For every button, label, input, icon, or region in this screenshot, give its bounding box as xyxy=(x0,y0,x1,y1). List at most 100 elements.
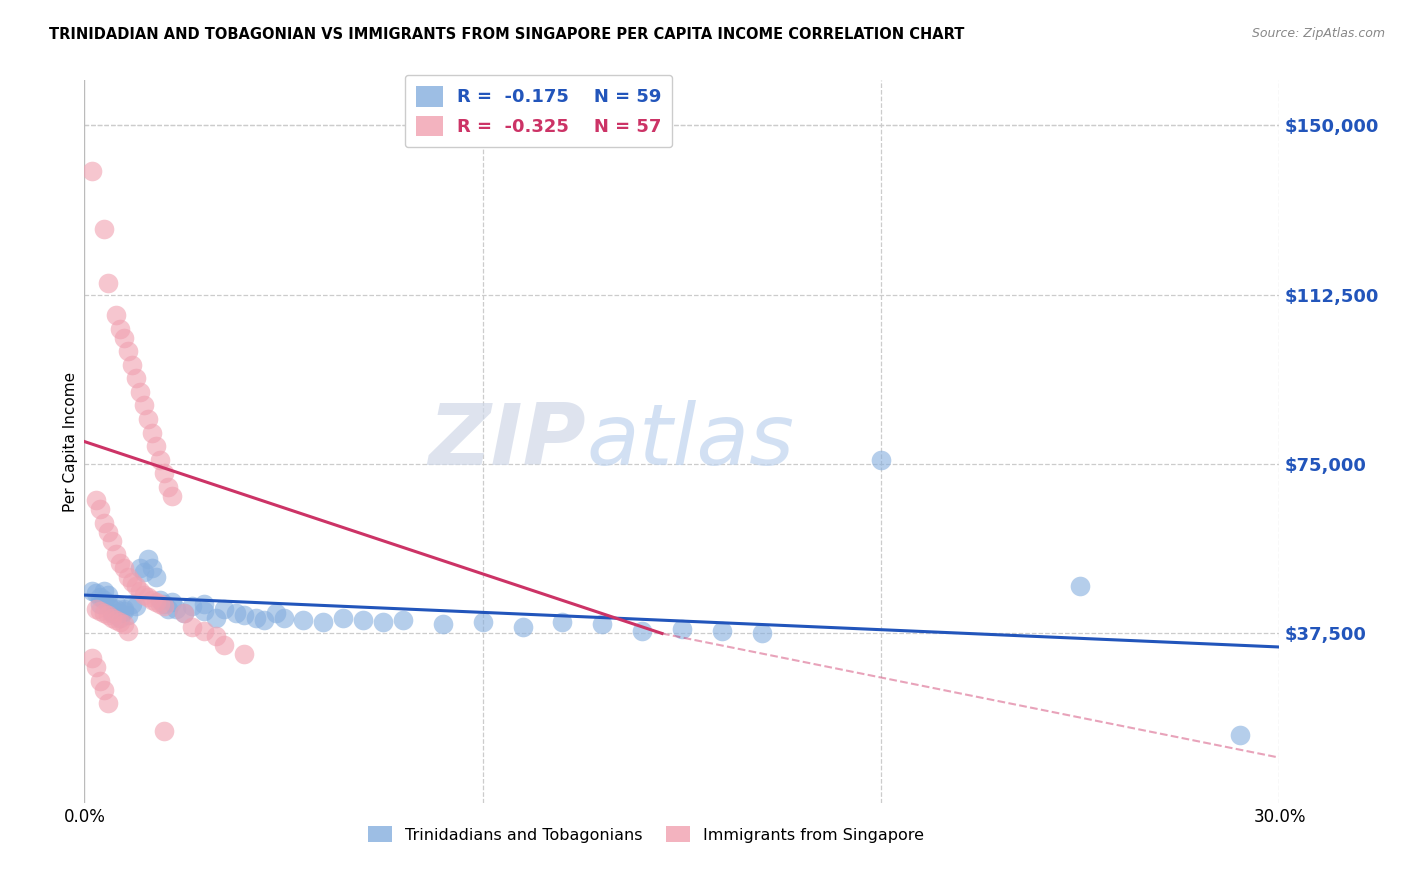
Point xyxy=(136,591,159,605)
Point xyxy=(117,624,139,639)
Point xyxy=(160,595,183,609)
Point xyxy=(160,489,183,503)
Point xyxy=(93,516,115,530)
Point xyxy=(93,222,115,236)
Point xyxy=(591,617,613,632)
Point xyxy=(112,617,135,632)
Text: Source: ZipAtlas.com: Source: ZipAtlas.com xyxy=(1251,27,1385,40)
Point xyxy=(173,606,195,620)
Point xyxy=(117,570,139,584)
Point xyxy=(110,606,132,620)
Point xyxy=(105,308,128,322)
Text: TRINIDADIAN AND TOBAGONIAN VS IMMIGRANTS FROM SINGAPORE PER CAPITA INCOME CORREL: TRINIDADIAN AND TOBAGONIAN VS IMMIGRANTS… xyxy=(49,27,965,42)
Point xyxy=(157,601,180,615)
Point xyxy=(181,620,204,634)
Point xyxy=(212,638,235,652)
Point xyxy=(105,548,128,562)
Point xyxy=(264,606,287,620)
Point xyxy=(181,599,204,614)
Point xyxy=(112,561,135,575)
Point xyxy=(97,277,120,291)
Point xyxy=(101,610,124,624)
Point xyxy=(125,599,148,614)
Point xyxy=(1069,579,1091,593)
Point xyxy=(132,566,156,580)
Point xyxy=(89,597,111,611)
Point xyxy=(136,552,159,566)
Point xyxy=(631,624,654,639)
Point xyxy=(153,723,176,738)
Point xyxy=(101,601,124,615)
Point xyxy=(93,583,115,598)
Point xyxy=(149,597,172,611)
Point xyxy=(153,597,176,611)
Text: atlas: atlas xyxy=(586,400,794,483)
Point xyxy=(710,624,733,639)
Point xyxy=(145,595,167,609)
Point xyxy=(86,493,108,508)
Legend: Trinidadians and Tobagonians, Immigrants from Singapore: Trinidadians and Tobagonians, Immigrants… xyxy=(361,820,931,849)
Point xyxy=(93,592,115,607)
Point xyxy=(173,606,195,620)
Point xyxy=(193,604,215,618)
Point xyxy=(129,583,152,598)
Point xyxy=(149,592,172,607)
Point xyxy=(145,439,167,453)
Point xyxy=(86,586,108,600)
Point xyxy=(110,321,132,335)
Point xyxy=(101,533,124,548)
Point xyxy=(89,604,111,618)
Point xyxy=(145,570,167,584)
Y-axis label: Per Capita Income: Per Capita Income xyxy=(63,371,77,512)
Point xyxy=(129,384,152,399)
Point xyxy=(153,466,176,480)
Point xyxy=(193,624,215,639)
Point xyxy=(132,398,156,412)
Point xyxy=(512,620,534,634)
Point xyxy=(112,331,135,345)
Point xyxy=(97,608,120,623)
Point xyxy=(141,592,163,607)
Point xyxy=(101,606,124,620)
Point xyxy=(97,524,120,539)
Point xyxy=(105,613,128,627)
Point xyxy=(110,615,132,630)
Point xyxy=(232,647,254,661)
Point xyxy=(149,452,172,467)
Point xyxy=(97,697,120,711)
Point xyxy=(312,615,335,630)
Point xyxy=(392,613,415,627)
Point xyxy=(117,344,139,359)
Point xyxy=(125,371,148,385)
Point xyxy=(225,606,247,620)
Point xyxy=(105,601,128,615)
Point xyxy=(141,425,163,440)
Point xyxy=(112,604,135,618)
Point xyxy=(121,597,143,611)
Point xyxy=(121,358,143,372)
Point xyxy=(86,601,108,615)
Point xyxy=(93,682,115,697)
Point xyxy=(332,610,354,624)
Point xyxy=(82,651,104,665)
Point xyxy=(551,615,574,630)
Point xyxy=(105,597,128,611)
Point xyxy=(110,610,132,624)
Point xyxy=(129,561,152,575)
Point xyxy=(870,452,893,467)
Point xyxy=(352,613,374,627)
Point xyxy=(97,588,120,602)
Point xyxy=(112,601,135,615)
Point xyxy=(82,163,104,178)
Point xyxy=(1229,728,1251,742)
Point xyxy=(93,606,115,620)
Point xyxy=(89,673,111,688)
Point xyxy=(165,601,187,615)
Point xyxy=(212,601,235,615)
Point xyxy=(193,597,215,611)
Point xyxy=(89,591,111,605)
Point xyxy=(232,608,254,623)
Point xyxy=(121,574,143,589)
Point xyxy=(132,588,156,602)
Point xyxy=(110,557,132,571)
